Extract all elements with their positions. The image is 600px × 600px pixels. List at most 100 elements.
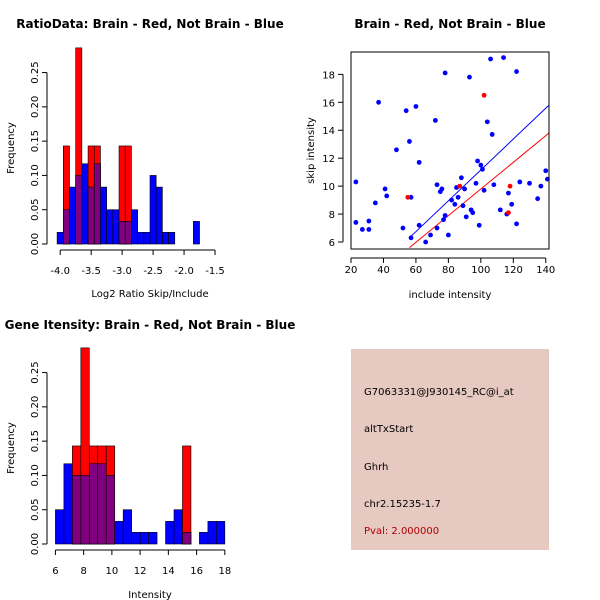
- chart1-bar-overlap: [93, 163, 101, 245]
- chart2-point-notbrain: [475, 158, 480, 164]
- chart2-point-notbrain: [359, 227, 365, 232]
- chart2-point-notbrain: [445, 232, 451, 238]
- chart2-point-notbrain: [481, 187, 487, 193]
- chart3-x-tick-label: 14: [162, 566, 175, 577]
- chart2-point-notbrain: [413, 104, 419, 109]
- chart1-bar-notbrain: [69, 186, 76, 245]
- chart2-point-notbrain: [514, 69, 519, 74]
- chart1-y-tick-label: 0.25: [30, 61, 41, 83]
- chart1-bar-notbrain: [143, 232, 151, 245]
- chart2-point-brain: [507, 183, 513, 189]
- chart3-bar-notbrain: [173, 509, 183, 545]
- chart2-point-notbrain: [416, 222, 422, 228]
- info-panel: G7063331@J930145_RC@i_at altTxStart Ghrh…: [351, 349, 549, 550]
- chart3-title: Gene Itensity: Brain - Red, Not Brain - …: [5, 318, 296, 332]
- chart2-point-notbrain: [423, 239, 429, 245]
- chart2-x-tick-label: 100: [471, 265, 490, 276]
- chart2-point-notbrain: [353, 220, 359, 225]
- chart2-point-notbrain: [463, 214, 469, 220]
- chart2-point-notbrain: [441, 217, 446, 223]
- chart2-point-brain: [481, 92, 487, 98]
- chart2-point-notbrain: [473, 180, 479, 186]
- chart3-bar-notbrain: [63, 463, 73, 545]
- chart1-x-tick-label: -4.0: [50, 266, 70, 277]
- chart1-bar-notbrain: [193, 221, 200, 245]
- chart2-point-notbrain: [467, 74, 472, 80]
- event-type-label: altTxStart: [364, 424, 414, 435]
- chart2-point-notbrain: [452, 201, 458, 207]
- chart1-x-tick-label: -2.5: [143, 266, 163, 277]
- chart2-point-notbrain: [408, 235, 414, 241]
- chart2-point-notbrain: [403, 108, 409, 114]
- chart1-bar-overlap: [75, 175, 83, 245]
- chart1-x-axis-label: Log2 Ratio Skip/Include: [91, 289, 208, 300]
- chart2-point-notbrain: [416, 159, 422, 165]
- chart3-y-tick-label: 0.10: [30, 464, 41, 486]
- chart3-bar-notbrain: [207, 521, 217, 545]
- chart1-bar-notbrain: [100, 186, 107, 245]
- chart1-y-axis-label: Frequency: [6, 122, 17, 174]
- chart2-point-notbrain: [428, 232, 433, 238]
- chart3-bar-overlap: [182, 532, 192, 545]
- chart3-bar-overlap: [72, 475, 82, 545]
- chart3-y-tick-label: 0.20: [30, 396, 41, 418]
- chart2-y-tick-label: 10: [322, 182, 335, 193]
- chart3-bar-brain: [182, 445, 192, 545]
- chart1-bar-notbrain: [56, 232, 64, 245]
- chart1-bar-notbrain: [162, 232, 169, 245]
- chart2-point-notbrain: [535, 196, 541, 202]
- chart2-point-notbrain: [527, 180, 532, 186]
- chart2-y-tick-label: 18: [322, 70, 335, 81]
- chart2-point-notbrain: [509, 201, 515, 207]
- chart2-point-notbrain: [376, 99, 381, 105]
- chart2-point-notbrain: [394, 147, 399, 153]
- chart2-x-axis-label: include intensity: [409, 290, 492, 301]
- chart1-bar-overlap: [118, 221, 126, 245]
- chart2-point-brain: [457, 183, 463, 189]
- chart2-point-notbrain: [455, 194, 461, 200]
- chart2-point-notbrain: [366, 218, 372, 224]
- chart1-bar-overlap: [62, 209, 70, 245]
- chart2-point-notbrain: [478, 162, 484, 168]
- chart2-point-notbrain: [491, 182, 497, 188]
- chart3-bar-notbrain: [122, 509, 132, 545]
- chart2-point-notbrain: [543, 168, 549, 174]
- chart1-x-tick-label: -3.5: [81, 266, 101, 277]
- chart2-fit-line: [409, 104, 550, 239]
- chart1-x-tick-label: -2.0: [174, 266, 194, 277]
- chart2-x-tick-label: 140: [536, 265, 555, 276]
- chart2-point-notbrain: [458, 175, 464, 181]
- chart2-fit-line: [409, 132, 550, 248]
- chart2-y-tick-label: 14: [322, 126, 335, 137]
- chart2-point-notbrain: [497, 207, 503, 213]
- chart1-bar-overlap: [124, 221, 132, 245]
- chart2-title: Brain - Red, Not Brain - Blue: [354, 17, 545, 31]
- chart3-x-tick-label: 12: [134, 566, 147, 577]
- pval-label: Pval: 2.000000: [364, 526, 440, 537]
- chart1-y-tick-label: 0.15: [30, 130, 41, 152]
- chart3-x-tick-label: 6: [52, 566, 58, 577]
- chart1-bar-notbrain: [81, 163, 89, 245]
- chart3-y-axis-label: Frequency: [6, 422, 17, 474]
- chart1-bar-overlap: [87, 186, 95, 245]
- chart3-bar-overlap: [105, 475, 116, 545]
- chart2-point-notbrain: [384, 193, 390, 199]
- chart3-bar-notbrain: [199, 532, 209, 545]
- chart2-y-tick-label: 16: [322, 98, 335, 109]
- probe-id-label: G7063331@J930145_RC@i_at: [364, 387, 514, 398]
- chart1-y-tick-label: 0.00: [30, 233, 41, 255]
- chart2-point-notbrain: [501, 55, 506, 60]
- chart1-bar-notbrain: [112, 209, 120, 245]
- chart2-point-notbrain: [353, 179, 359, 185]
- chart3-bar-notbrain: [55, 509, 65, 545]
- chart3-x-tick-label: 10: [106, 566, 119, 577]
- chart3-bar-overlap: [97, 463, 107, 545]
- chart3-bar-notbrain: [165, 521, 175, 545]
- chart2-point-brain: [405, 194, 411, 200]
- chart2-point-notbrain: [506, 190, 511, 196]
- chart2-point-notbrain: [432, 118, 438, 123]
- chart1-bar-notbrain: [149, 175, 157, 245]
- chart2-y-tick-label: 12: [322, 154, 335, 165]
- chart2-point-notbrain: [514, 221, 519, 227]
